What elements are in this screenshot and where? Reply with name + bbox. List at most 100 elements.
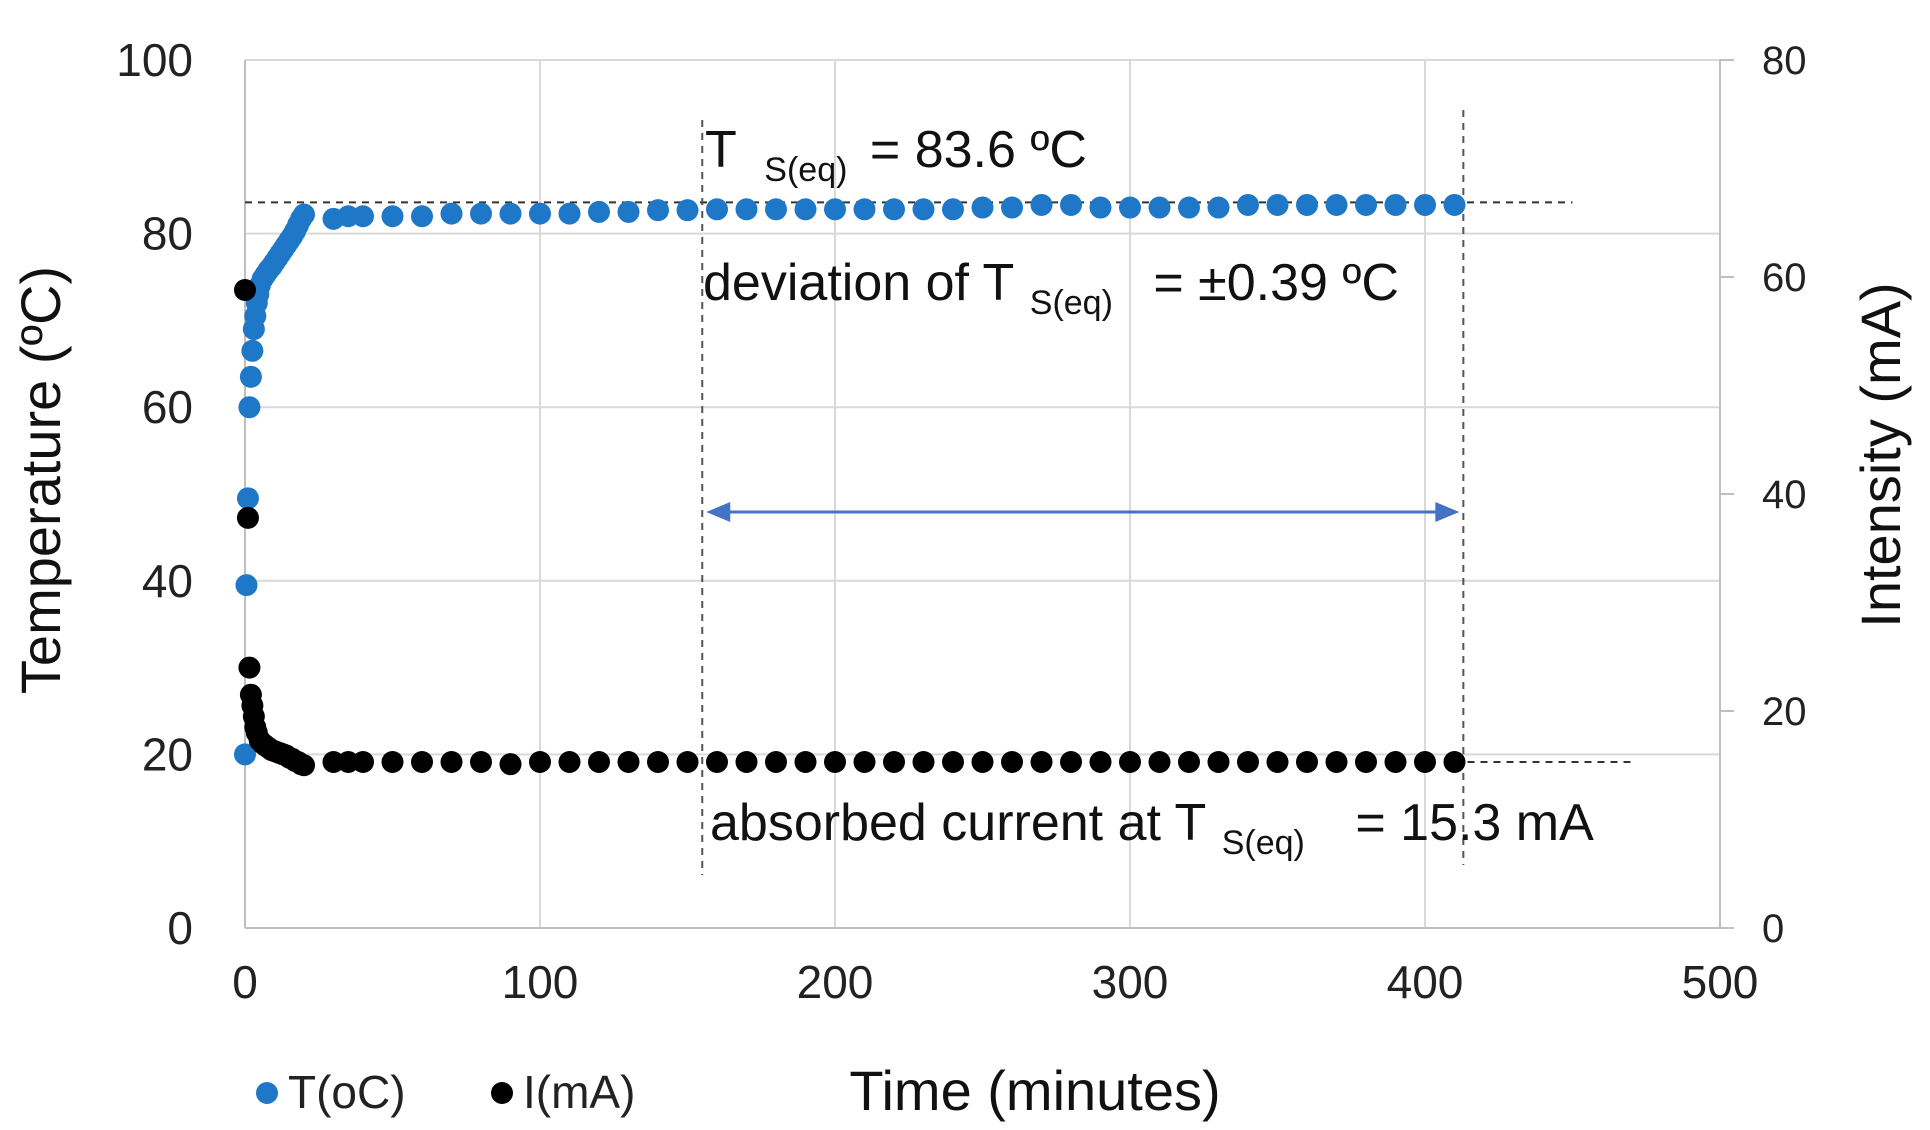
temperature-point [971, 196, 994, 219]
y-right-axis-title: Intensity (mA) [1849, 282, 1912, 627]
temperature-point [1443, 193, 1466, 216]
y-left-tick-label: 100 [116, 34, 193, 86]
y-left-tick-label: 20 [142, 728, 193, 780]
intensity-point [1443, 750, 1466, 773]
intensity-point [765, 750, 787, 773]
temperature-point [470, 202, 492, 225]
intensity-point [1119, 750, 1141, 773]
y-left-tick-label: 40 [142, 555, 193, 607]
annotation-current-value: = 15.3 mA [1355, 794, 1594, 852]
temperature-point [1178, 196, 1200, 219]
temperature-point [912, 198, 935, 221]
intensity-point [1178, 750, 1200, 773]
temperature-point [1207, 196, 1230, 219]
temperature-point [241, 339, 264, 362]
temperature-point [529, 202, 551, 225]
annotation-current-sub: S(eq) [1222, 824, 1305, 862]
y-left-tick-label: 0 [167, 902, 193, 954]
intensity-point [238, 656, 261, 679]
temperature-point [235, 574, 258, 597]
intensity-point [794, 750, 817, 773]
annotation-current: absorbed current at T S(eq) = 15.3 mA [710, 794, 1594, 866]
x-tick-label: 300 [1092, 956, 1169, 1008]
temperature-point [238, 396, 261, 419]
intensity-point [470, 750, 492, 773]
legend: T(oC) I(mA) [256, 1066, 635, 1118]
temperature-point [236, 487, 259, 510]
intensity-point [1266, 750, 1289, 773]
x-axis-title: Time (minutes) [849, 1059, 1220, 1122]
intensity-point [912, 750, 935, 773]
intensity-point [853, 750, 876, 773]
temperature-point [499, 202, 522, 225]
intensity-point [735, 750, 758, 773]
temperature-point [1325, 193, 1348, 216]
x-tick-label: 200 [797, 956, 874, 1008]
x-tick-label: 0 [232, 956, 258, 1008]
intensity-point [1207, 750, 1230, 773]
intensity-point [1414, 750, 1436, 773]
intensity-point [381, 750, 404, 773]
temperature-point [1089, 196, 1112, 219]
temperature-point [239, 365, 262, 388]
temperature-point [853, 198, 876, 221]
intensity-point [411, 750, 433, 773]
temperature-point [883, 198, 905, 221]
temperature-point [824, 198, 846, 221]
intensity-point [558, 750, 581, 773]
intensity-point [971, 750, 994, 773]
intensity-point [1355, 750, 1377, 773]
intensity-point [588, 750, 610, 773]
temperature-point [558, 202, 581, 225]
temperature-point [617, 200, 640, 223]
legend-marker-temperature [256, 1082, 278, 1104]
intensity-point [1060, 750, 1082, 773]
stable-range-arrowhead-left [706, 502, 731, 522]
temperature-point [1355, 193, 1377, 216]
intensity-point [1030, 750, 1053, 773]
intensity-point [676, 750, 699, 773]
temperature-point [1296, 193, 1318, 216]
annotation-ts-eq: T S(eq) = 83.6 ºC [705, 121, 1087, 193]
stable-range-arrowhead-right [1435, 502, 1460, 522]
intensity-point [1296, 750, 1318, 773]
y-left-tick-label: 60 [142, 381, 193, 433]
temperature-point [706, 198, 728, 221]
annotation-ts-eq-prefix: T [705, 121, 736, 179]
intensity-point [234, 279, 256, 302]
y-right-tick-label: 20 [1762, 690, 1807, 734]
x-tick-label: 400 [1387, 956, 1464, 1008]
temperature-point [1237, 193, 1259, 216]
temperature-point [1119, 196, 1141, 219]
series-layer [234, 193, 1466, 777]
temperature-point [676, 199, 699, 222]
annotation-deviation-value: = ±0.39 ºC [1153, 254, 1399, 312]
y-left-axis-title: Temperature (ºC) [9, 266, 72, 694]
temperature-point [411, 205, 433, 228]
intensity-point [293, 754, 315, 777]
legend-label-intensity: I(mA) [523, 1066, 635, 1118]
annotation-current-prefix: absorbed current at T [710, 794, 1205, 852]
intensity-point [529, 750, 551, 773]
intensity-point [1384, 750, 1407, 773]
intensity-point [236, 506, 259, 529]
temperature-point [293, 203, 315, 226]
annotation-ts-eq-sub: S(eq) [764, 151, 847, 189]
intensity-point [1325, 750, 1348, 773]
temperature-point [647, 199, 669, 222]
temperature-point [352, 205, 374, 228]
temperature-point [440, 202, 463, 225]
y-right-tick-label: 60 [1762, 256, 1807, 300]
temperature-point [588, 200, 610, 223]
y-right-tick-label: 40 [1762, 473, 1807, 517]
intensity-point [352, 750, 374, 773]
annotation-deviation-prefix: deviation of T [703, 254, 1013, 312]
intensity-point [824, 750, 846, 773]
temperature-point [735, 198, 758, 221]
temperature-point [1060, 193, 1082, 216]
intensity-point [499, 753, 522, 776]
temperature-point [794, 198, 817, 221]
temperature-point [1030, 193, 1053, 216]
intensity-point [1237, 750, 1259, 773]
temperature-point [381, 205, 404, 228]
